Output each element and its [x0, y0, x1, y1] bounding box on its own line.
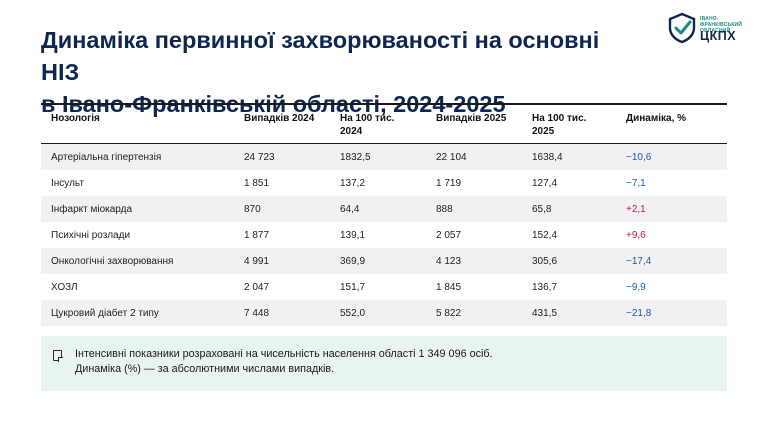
cell-nosology: Інфаркт міокарда: [41, 196, 244, 222]
table-row: Інфаркт міокарда 870 64,4 888 65,8 +2,1: [41, 196, 727, 222]
cell-dynamics: +9,6: [626, 229, 646, 241]
cell-cases-2025: 1 719: [436, 177, 462, 189]
cell-rate-2024: 151,7: [340, 281, 366, 293]
header-rate-2024: На 100 тис. 2024: [340, 103, 436, 144]
cell-cases-2024: 24 723: [244, 143, 340, 170]
table-body: Артеріальна гіпертензія 24 723 1832,5 22 10…: [41, 143, 727, 326]
cell-rate-2024: 1832,5: [340, 143, 436, 170]
cell-dynamics: −7,1: [626, 177, 646, 189]
cell-rate-2025: 305,6: [532, 248, 626, 274]
table-row: Онкологічні захворювання 4 991 369,9 4 123 3…: [41, 248, 727, 274]
cell-cases-2025: 2 057: [436, 229, 462, 241]
header-rate-2025: На 100 тис. 2025: [532, 103, 626, 144]
info-note: Інтенсивні показники розраховані на чисе…: [41, 336, 727, 391]
cell-cases-2025: 4 123: [436, 248, 532, 274]
cell-rate-2025: 152,4: [532, 229, 558, 241]
note-text: Інтенсивні показники розраховані на чисе…: [75, 347, 493, 377]
cell-nosology: ХОЗЛ: [51, 281, 78, 293]
cell-cases-2024: 4 991: [244, 248, 340, 274]
cell-rate-2024: 552,0: [340, 300, 436, 326]
cell-nosology: Психічні розлади: [51, 229, 131, 241]
cell-nosology: Цукровий діабет 2 типу: [41, 300, 244, 326]
cell-cases-2024: 1 877: [244, 229, 270, 241]
cell-dynamics: −9,9: [626, 281, 646, 293]
cell-cases-2024: 870: [244, 196, 340, 222]
cell-rate-2025: 127,4: [532, 177, 558, 189]
cell-rate-2024: 137,2: [340, 177, 366, 189]
cell-rate-2024: 139,1: [340, 229, 366, 241]
shield-check-icon: [668, 12, 696, 44]
table-row: Психічні розлади 1 877 139,1 2 057 152,4 +9,6: [41, 222, 727, 248]
header-dynamics: Динаміка, %: [626, 103, 727, 144]
cell-nosology: Онкологічні захворювання: [41, 248, 244, 274]
cell-cases-2024: 1 851: [244, 177, 270, 189]
cell-cases-2024: 2 047: [244, 281, 270, 293]
header-cases-2025: Випадків 2025: [436, 103, 532, 144]
cell-rate-2025: 65,8: [532, 196, 626, 222]
cell-nosology: Артеріальна гіпертензія: [41, 143, 244, 170]
logo-subtitle: ІВАНО-ФРАНКІВСЬКИЙ ОБЛАСНИЙ: [700, 16, 743, 34]
cell-nosology: Інсульт: [51, 177, 84, 189]
organization-logo: ІВАНО-ФРАНКІВСЬКИЙ ОБЛАСНИЙ ЦКПХ: [667, 10, 757, 46]
cell-cases-2025: 888: [436, 196, 532, 222]
logo-wordmark: ЦКПХ: [700, 29, 737, 43]
table-row: ХОЗЛ 2 047 151,7 1 845 136,7 −9,9: [41, 274, 727, 300]
cell-rate-2025: 431,5: [532, 300, 626, 326]
table-row: Артеріальна гіпертензія 24 723 1832,5 22 10…: [41, 143, 727, 170]
table-row: Цукровий діабет 2 типу 7 448 552,0 5 822 431…: [41, 300, 727, 326]
table-header-row: Нозологія Випадків 2024 На 100 тис. 2024 …: [41, 103, 727, 144]
cell-dynamics: −17,4: [626, 248, 727, 274]
cell-cases-2025: 5 822: [436, 300, 532, 326]
cell-cases-2025: 22 104: [436, 143, 532, 170]
header-nosology: Нозологія: [41, 103, 244, 144]
table-row: Інсульт 1 851 137,2 1 719 127,4 −7,1: [41, 170, 727, 196]
cell-cases-2024: 7 448: [244, 300, 340, 326]
cell-cases-2025: 1 845: [436, 281, 462, 293]
cell-rate-2025: 136,7: [532, 281, 558, 293]
cell-rate-2024: 64,4: [340, 196, 436, 222]
cell-dynamics: +2,1: [626, 196, 727, 222]
note-line-2: Динаміка (%) — за абсолютними числами ви…: [75, 363, 335, 375]
cell-rate-2025: 1638,4: [532, 143, 626, 170]
title-line-1: Динаміка первинної захворюваності на осн…: [41, 27, 600, 85]
note-line-1: Інтенсивні показники розраховані на чисе…: [75, 348, 493, 360]
cell-rate-2024: 369,9: [340, 248, 436, 274]
note-icon: [53, 350, 63, 362]
incidence-table: Нозологія Випадків 2024 На 100 тис. 2024 …: [41, 103, 727, 326]
header-cases-2024: Випадків 2024: [244, 103, 340, 144]
cell-dynamics: −21,8: [626, 300, 727, 326]
cell-dynamics: −10,6: [626, 143, 727, 170]
